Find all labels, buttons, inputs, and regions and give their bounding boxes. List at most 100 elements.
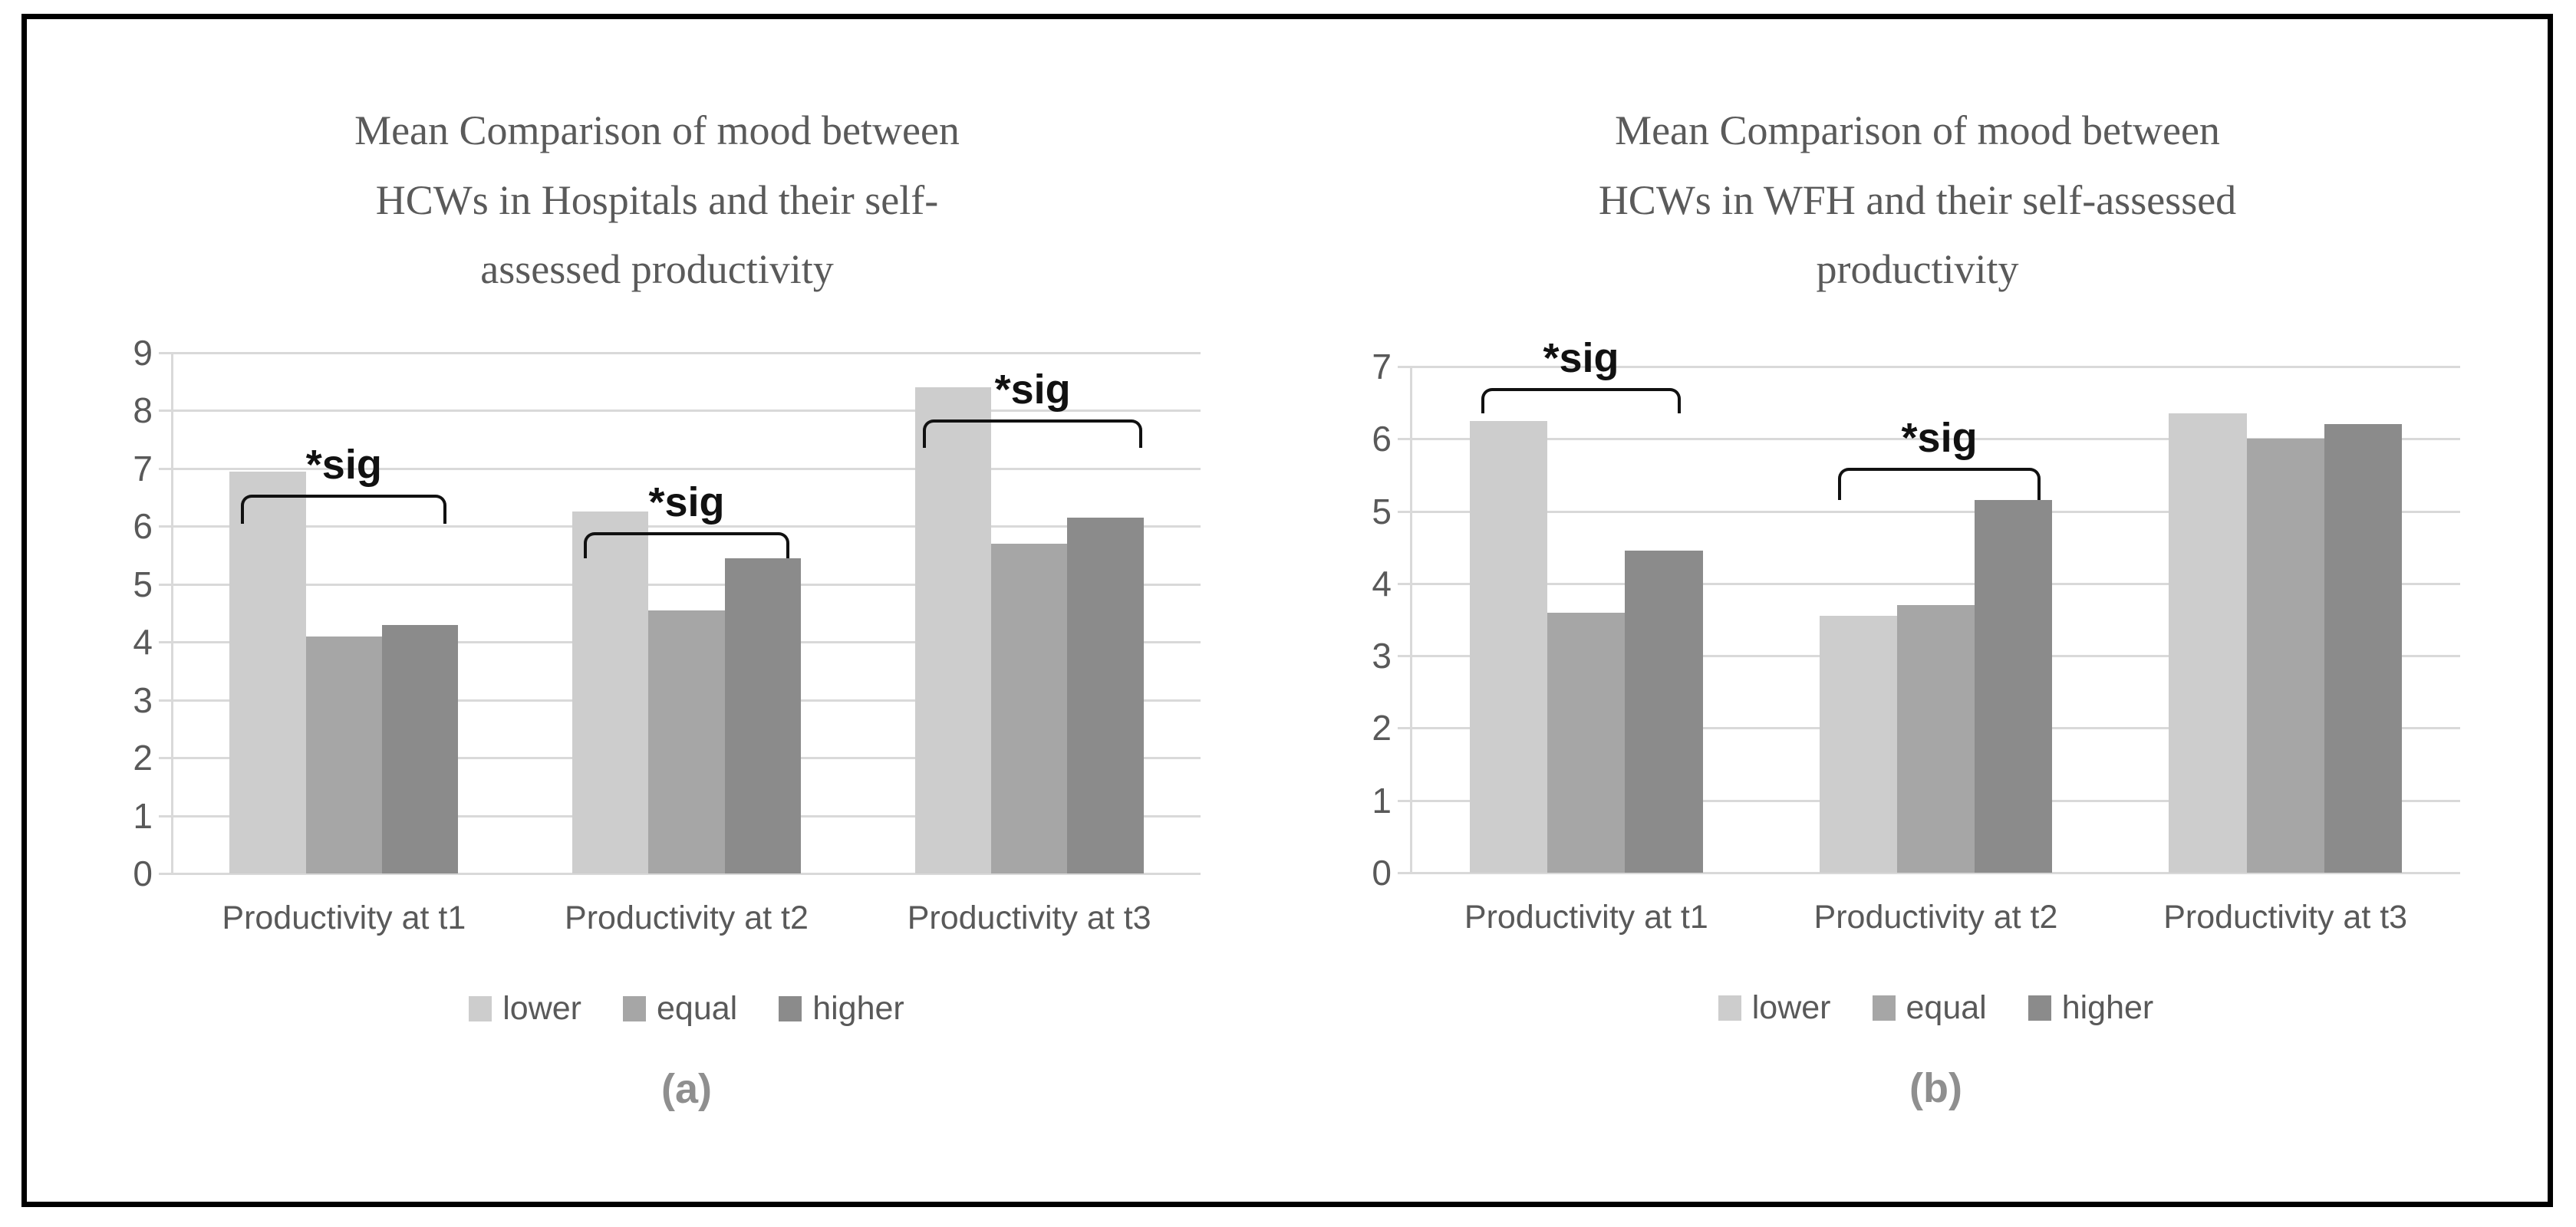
- legend: lower equal higher: [1412, 989, 2460, 1027]
- gridline: [159, 583, 1201, 586]
- legend-item-higher: higher: [2028, 989, 2153, 1027]
- chart-title-line: HCWs in Hospitals and their self-: [375, 176, 939, 223]
- y-axis-tick-label: 6: [1372, 419, 1392, 459]
- category-label: Productivity at t3: [907, 900, 1151, 936]
- y-axis-tick-label: 7: [1372, 347, 1392, 387]
- bar-higher: [381, 624, 459, 873]
- chart-title-line: assessed productivity: [480, 246, 834, 293]
- legend-label: equal: [657, 990, 738, 1027]
- bar-equal: [1547, 612, 1626, 873]
- legend-item-higher: higher: [779, 990, 904, 1028]
- chart-title-line: productivity: [1816, 246, 2019, 293]
- sig-label: *sig: [1543, 335, 1619, 382]
- y-axis-line: [171, 353, 173, 873]
- bar-higher: [2324, 424, 2402, 873]
- bar-lower: [914, 387, 992, 873]
- y-axis-tick-label: 3: [1372, 636, 1392, 676]
- sig-bracket: [584, 531, 789, 558]
- bar-group: [173, 353, 516, 873]
- gridline: [159, 873, 1201, 875]
- sig-bracket: [1481, 388, 1681, 414]
- sig-bracket: [241, 494, 447, 524]
- bar-higher: [724, 558, 801, 873]
- legend-label: lower: [1751, 989, 1831, 1026]
- gridline: [159, 467, 1201, 470]
- chart-hospitals: Mean Comparison of mood between HCWs in …: [27, 19, 1287, 1202]
- category-label: Productivity at t2: [565, 900, 809, 936]
- bar-group: [516, 353, 858, 873]
- chart-title-line: Mean Comparison of mood between: [354, 107, 960, 153]
- gridline: [1398, 582, 2460, 585]
- plot-area: lower equal higher (b) 0 1 2 3 4 5 6 7 Productivit…: [1372, 335, 2460, 1111]
- y-axis-tick-label: 0: [1372, 853, 1392, 893]
- chart-title: Mean Comparison of mood between HCWs in …: [1287, 96, 2548, 304]
- bar-group: [2110, 367, 2460, 873]
- subfigure-label: (b): [1909, 1065, 1962, 1111]
- category-label: Productivity at t3: [2163, 899, 2408, 936]
- legend-item-lower: lower: [1718, 989, 1831, 1027]
- sig-label: *sig: [994, 366, 1071, 413]
- subfigure-label: (a): [661, 1066, 712, 1112]
- y-axis-tick-label: 5: [1372, 491, 1392, 531]
- bar-lower: [2169, 413, 2247, 873]
- category-label: Productivity at t2: [1813, 899, 2058, 936]
- legend-item-lower: lower: [469, 990, 581, 1028]
- bar-equal: [2246, 439, 2324, 873]
- legend-item-equal: equal: [623, 990, 737, 1028]
- sig-bracket: [1837, 468, 2041, 501]
- y-axis-line: [1410, 367, 1412, 873]
- figure-frame: Mean Comparison of mood between HCWs in …: [21, 14, 2553, 1207]
- y-axis-tick-label: 8: [133, 390, 153, 431]
- y-axis-tick-label: 4: [1372, 563, 1392, 604]
- y-axis-tick-label: 7: [133, 448, 153, 488]
- legend-label: equal: [1906, 989, 1987, 1026]
- legend-swatch-equal: [1872, 995, 1896, 1021]
- gridline: [1398, 510, 2460, 513]
- gridline: [1398, 438, 2460, 441]
- y-axis-tick-label: 1: [133, 795, 153, 836]
- sig-label: *sig: [648, 479, 725, 525]
- gridline: [1398, 366, 2460, 368]
- sig-label: *sig: [1901, 415, 1978, 461]
- category-label: Productivity at t1: [1464, 899, 1708, 936]
- plot-area: lower equal higher (a) 0 1 2 3 4 5 6 7 8 9 Productiv…: [133, 333, 1201, 1112]
- legend-swatch-higher: [779, 996, 802, 1021]
- legend-label: lower: [502, 990, 581, 1027]
- legend-swatch-lower: [469, 996, 492, 1021]
- bar-group: [858, 353, 1201, 873]
- gridline: [159, 525, 1201, 528]
- chart-wfh: Mean Comparison of mood between HCWs in …: [1287, 19, 2548, 1202]
- legend-swatch-higher: [2028, 995, 2051, 1021]
- y-axis-tick-label: 4: [133, 622, 153, 663]
- bar-lower: [1469, 420, 1548, 873]
- y-axis-tick-label: 2: [1372, 708, 1392, 748]
- bar-higher: [1975, 500, 2053, 873]
- bar-equal: [648, 610, 725, 873]
- legend: lower equal higher: [173, 990, 1201, 1028]
- bar-equal: [305, 636, 382, 873]
- y-axis-tick-label: 5: [133, 564, 153, 604]
- gridline: [159, 352, 1201, 354]
- sig-bracket: [923, 419, 1143, 449]
- legend-label: higher: [812, 990, 904, 1027]
- y-axis-tick-label: 6: [133, 506, 153, 547]
- bar-equal: [1896, 605, 1975, 873]
- bar-lower: [229, 471, 306, 873]
- category-label: Productivity at t1: [222, 900, 466, 936]
- sig-label: *sig: [305, 441, 382, 488]
- y-axis-tick-label: 2: [133, 738, 153, 778]
- bar-higher: [1625, 551, 1703, 873]
- bar-group: [1412, 367, 1761, 873]
- chart-title-line: HCWs in WFH and their self-assessed: [1598, 176, 2237, 223]
- legend-swatch-equal: [623, 996, 646, 1021]
- bar-lower: [1819, 616, 1897, 873]
- gridline: [1398, 872, 2460, 874]
- bar-lower: [572, 512, 649, 873]
- bar-group: [1761, 367, 2111, 873]
- gridline: [159, 410, 1201, 413]
- legend-swatch-lower: [1718, 995, 1741, 1021]
- chart-title-line: Mean Comparison of mood between: [1615, 107, 2220, 153]
- y-axis-tick-label: 0: [133, 854, 153, 893]
- y-axis-tick-label: 9: [133, 333, 153, 373]
- legend-item-equal: equal: [1872, 989, 1987, 1027]
